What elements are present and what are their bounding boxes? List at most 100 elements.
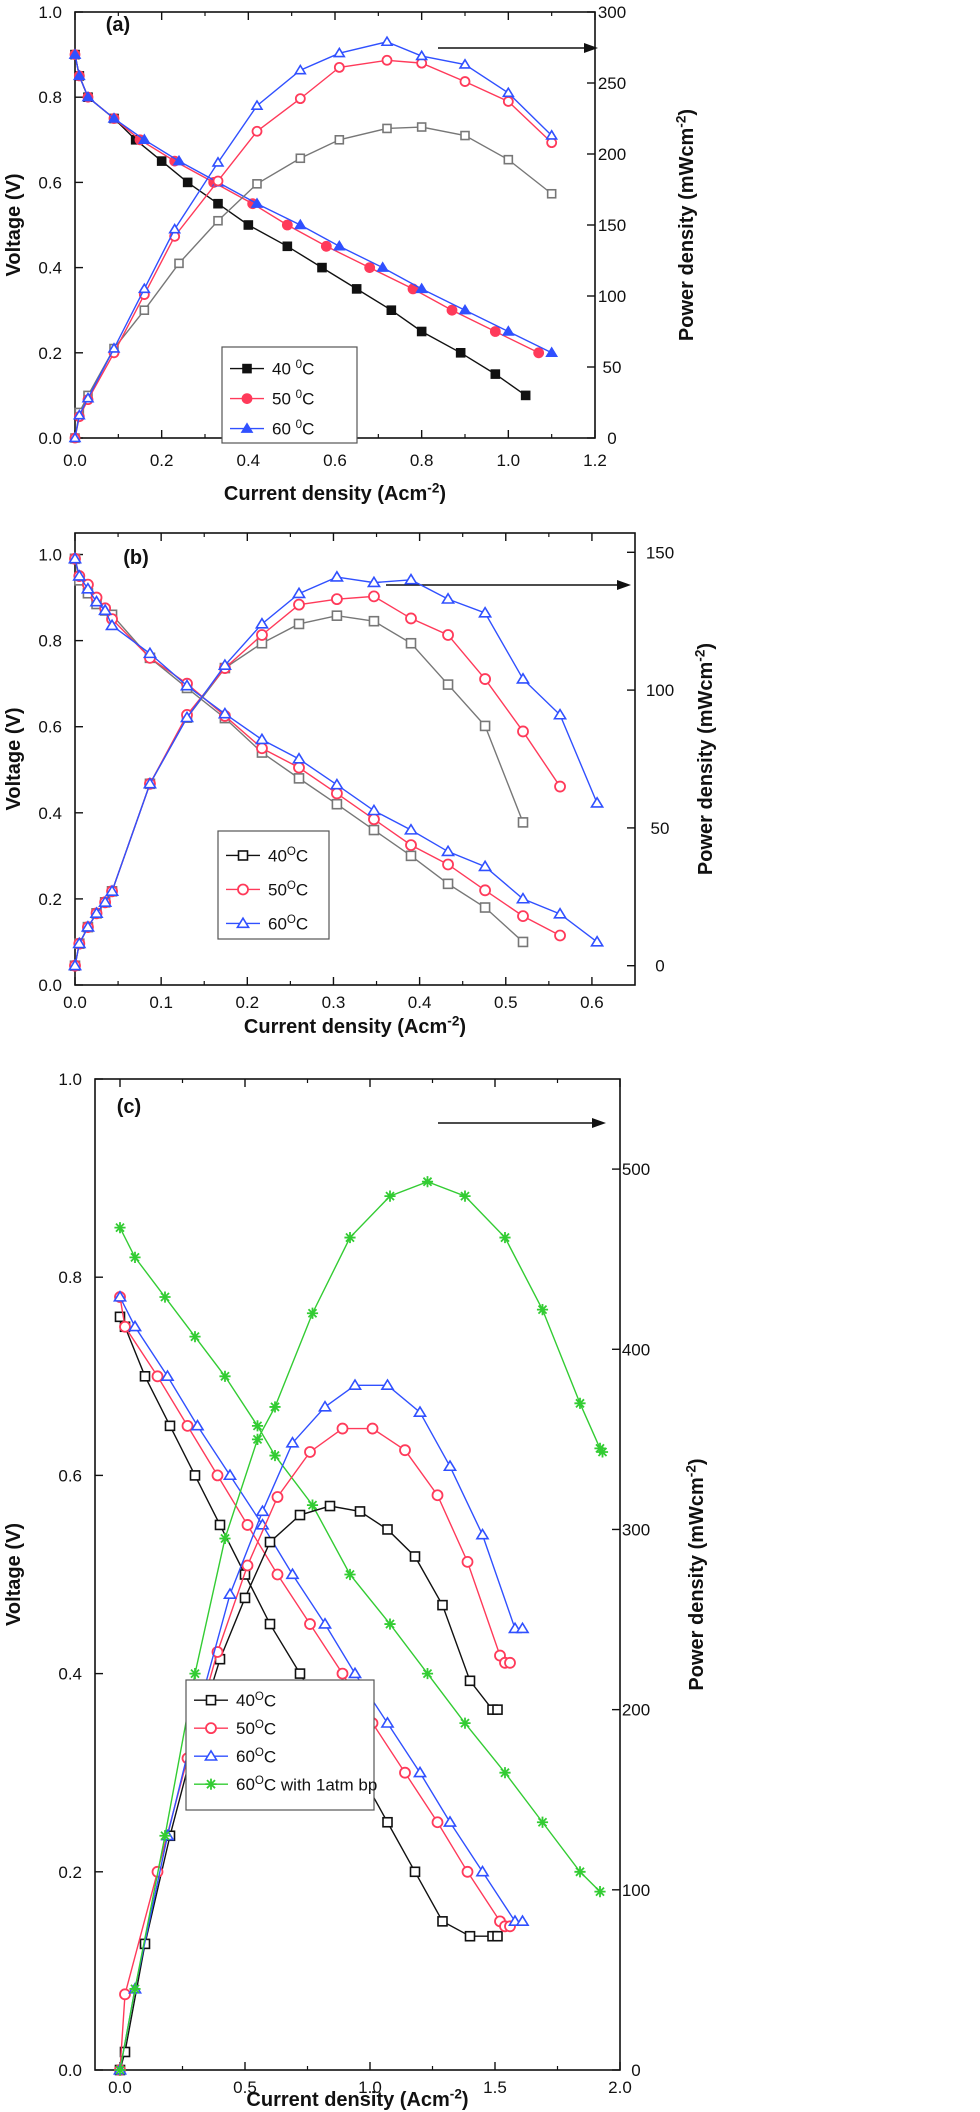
marker-circle xyxy=(517,910,529,923)
y-right-axis-label: Power density (mWcm-2) xyxy=(684,1458,709,1690)
marker-square xyxy=(460,130,470,141)
marker-triangle xyxy=(112,1290,128,1302)
marker-triangle xyxy=(160,1369,175,1381)
y-right-tick-label: 0 xyxy=(655,957,664,976)
marker-triangle xyxy=(412,1765,428,1778)
marker-triangle xyxy=(317,1400,333,1412)
y-left-tick-label: 0.0 xyxy=(38,429,62,448)
x-tick-label: 1.5 xyxy=(483,2078,507,2097)
y-right-tick-label: 0 xyxy=(607,429,616,448)
marker-triangle xyxy=(81,90,95,102)
marker-star xyxy=(536,1304,549,1316)
marker-star xyxy=(596,1446,609,1458)
marker-circle xyxy=(211,1469,224,1482)
marker-square xyxy=(213,198,223,209)
marker-triangle xyxy=(240,422,254,433)
marker-square xyxy=(282,241,293,252)
marker-triangle xyxy=(291,586,307,599)
series-line xyxy=(74,576,598,966)
marker-triangle xyxy=(217,658,232,670)
marker-triangle xyxy=(478,859,493,872)
marker-circle xyxy=(504,1656,516,1669)
marker-square xyxy=(242,363,252,374)
legend-entry: 40OC xyxy=(236,1691,276,1710)
marker-triangle xyxy=(203,1749,219,1761)
marker-circle xyxy=(366,1422,379,1435)
marker-star xyxy=(189,1668,201,1680)
x-axis-label: Current density (Acm-2) xyxy=(244,1014,466,1039)
marker-square xyxy=(437,1599,448,1611)
y-left-tick-label: 0.8 xyxy=(38,632,62,651)
marker-triangle xyxy=(142,776,157,789)
marker-triangle xyxy=(98,603,113,616)
marker-triangle xyxy=(72,569,87,581)
marker-square xyxy=(409,1551,421,1562)
x-tick-label: 0.5 xyxy=(494,993,518,1012)
marker-circle xyxy=(399,1766,411,1779)
marker-triangle xyxy=(441,844,456,857)
marker-triangle xyxy=(211,156,225,167)
marker-triangle xyxy=(553,708,568,720)
marker-star xyxy=(251,1420,264,1432)
marker-triangle xyxy=(458,58,472,69)
marker-circle xyxy=(241,1519,254,1531)
series-60-oc-power xyxy=(67,570,605,971)
marker-triangle xyxy=(515,672,531,684)
marker-triangle xyxy=(142,646,157,659)
marker-circle xyxy=(479,884,491,897)
marker-square xyxy=(479,720,491,732)
marker-circle xyxy=(241,1559,254,1572)
marker-star xyxy=(219,1532,231,1545)
y-left-tick-label: 0.8 xyxy=(38,88,62,107)
legend-entry: 60 0C xyxy=(272,419,314,438)
series-60-0c-voltage xyxy=(68,48,559,358)
marker-triangle xyxy=(89,906,104,918)
marker-triangle xyxy=(107,112,121,123)
marker-triangle xyxy=(72,936,87,949)
marker-square xyxy=(368,615,380,627)
legend-entry: 50OC xyxy=(268,880,308,899)
marker-circle xyxy=(431,1816,444,1829)
marker-circle xyxy=(502,96,514,107)
series-line xyxy=(119,1296,523,1923)
marker-circle xyxy=(368,590,380,603)
marker-square xyxy=(239,1592,251,1604)
x-tick-label: 0.5 xyxy=(233,2078,257,2097)
marker-circle xyxy=(461,1555,474,1568)
marker-square xyxy=(442,878,454,890)
marker-circle xyxy=(271,1568,284,1581)
y-left-tick-label: 0.2 xyxy=(38,890,62,909)
marker-circle xyxy=(304,1446,316,1458)
marker-circle xyxy=(336,1667,349,1680)
chart-panel-3: 0.0 0.5 1.0 1.5 2.0 0.0 0.2 0.4 0.6 0.8 1.0 0 100 200… xyxy=(3,1070,708,2111)
marker-star xyxy=(114,1222,126,1234)
marker-square xyxy=(492,1930,503,1942)
marker-circle xyxy=(119,1988,131,2001)
x-tick-label: 0.2 xyxy=(150,451,174,470)
marker-square xyxy=(517,817,529,828)
marker-triangle xyxy=(545,129,559,140)
marker-triangle xyxy=(403,573,419,585)
marker-triangle xyxy=(217,706,232,719)
marker-triangle xyxy=(285,1567,300,1580)
x-tick-label: 0.4 xyxy=(408,993,432,1012)
marker-star xyxy=(459,1717,471,1729)
legend-entry: 60OC xyxy=(236,1747,276,1766)
marker-triangle xyxy=(458,303,472,315)
marker-square xyxy=(293,773,305,784)
series-60-oc-voltage xyxy=(112,1290,530,1926)
marker-triangle xyxy=(254,617,269,629)
marker-square xyxy=(351,284,362,294)
x-tick-label: 1.0 xyxy=(358,2078,382,2097)
marker-circle xyxy=(304,1618,316,1630)
marker-square xyxy=(368,824,380,836)
marker-square xyxy=(464,1930,476,1942)
y-left-tick-label: 0.4 xyxy=(38,259,62,278)
marker-star xyxy=(129,1983,141,1995)
marker-circle xyxy=(405,839,417,851)
marker-circle xyxy=(181,1419,194,1432)
legend: 40OC 50OC 60OC xyxy=(217,830,330,940)
marker-square xyxy=(331,610,343,621)
marker-triangle xyxy=(590,796,605,808)
marker-star xyxy=(205,1778,217,1790)
